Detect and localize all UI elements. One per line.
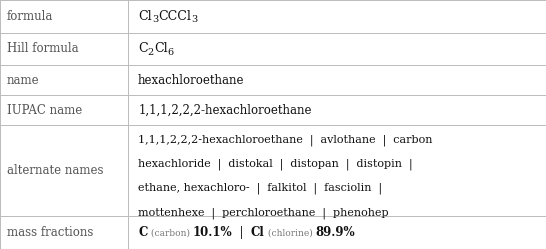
Text: (chlorine): (chlorine) [265,228,315,237]
Text: mass fractions: mass fractions [7,226,93,239]
Text: formula: formula [7,10,53,23]
Text: C: C [138,43,148,56]
Text: 6: 6 [168,48,174,57]
Text: 3: 3 [152,15,158,24]
Text: 3: 3 [191,15,197,24]
Text: Cl: Cl [138,10,152,23]
Text: hexachloroethane: hexachloroethane [138,74,245,87]
Text: 1,1,1,2,2,2-hexachloroethane: 1,1,1,2,2,2-hexachloroethane [138,104,312,117]
Text: 10.1%: 10.1% [192,226,232,239]
Text: 89.9%: 89.9% [315,226,355,239]
Text: Hill formula: Hill formula [7,43,78,56]
Text: (carbon): (carbon) [147,228,192,237]
Text: ethane, hexachloro-  |  falkitol  |  fasciolin  |: ethane, hexachloro- | falkitol | fasciol… [138,183,382,194]
Text: Cl: Cl [154,43,168,56]
Text: mottenhexe  |  perchloroethane  |  phenohep: mottenhexe | perchloroethane | phenohep [138,207,389,219]
Text: |: | [232,226,251,239]
Text: hexachloride  |  distokal  |  distopan  |  distopin  |: hexachloride | distokal | distopan | dis… [138,159,413,170]
Text: C: C [138,226,147,239]
Text: name: name [7,74,39,87]
Text: alternate names: alternate names [7,164,103,177]
Text: Cl: Cl [251,226,265,239]
Text: CCCl: CCCl [158,10,191,23]
Text: IUPAC name: IUPAC name [7,104,82,117]
Text: 1,1,1,2,2,2-hexachloroethane  |  avlothane  |  carbon: 1,1,1,2,2,2-hexachloroethane | avlothane… [138,134,432,146]
Text: 2: 2 [148,48,154,57]
